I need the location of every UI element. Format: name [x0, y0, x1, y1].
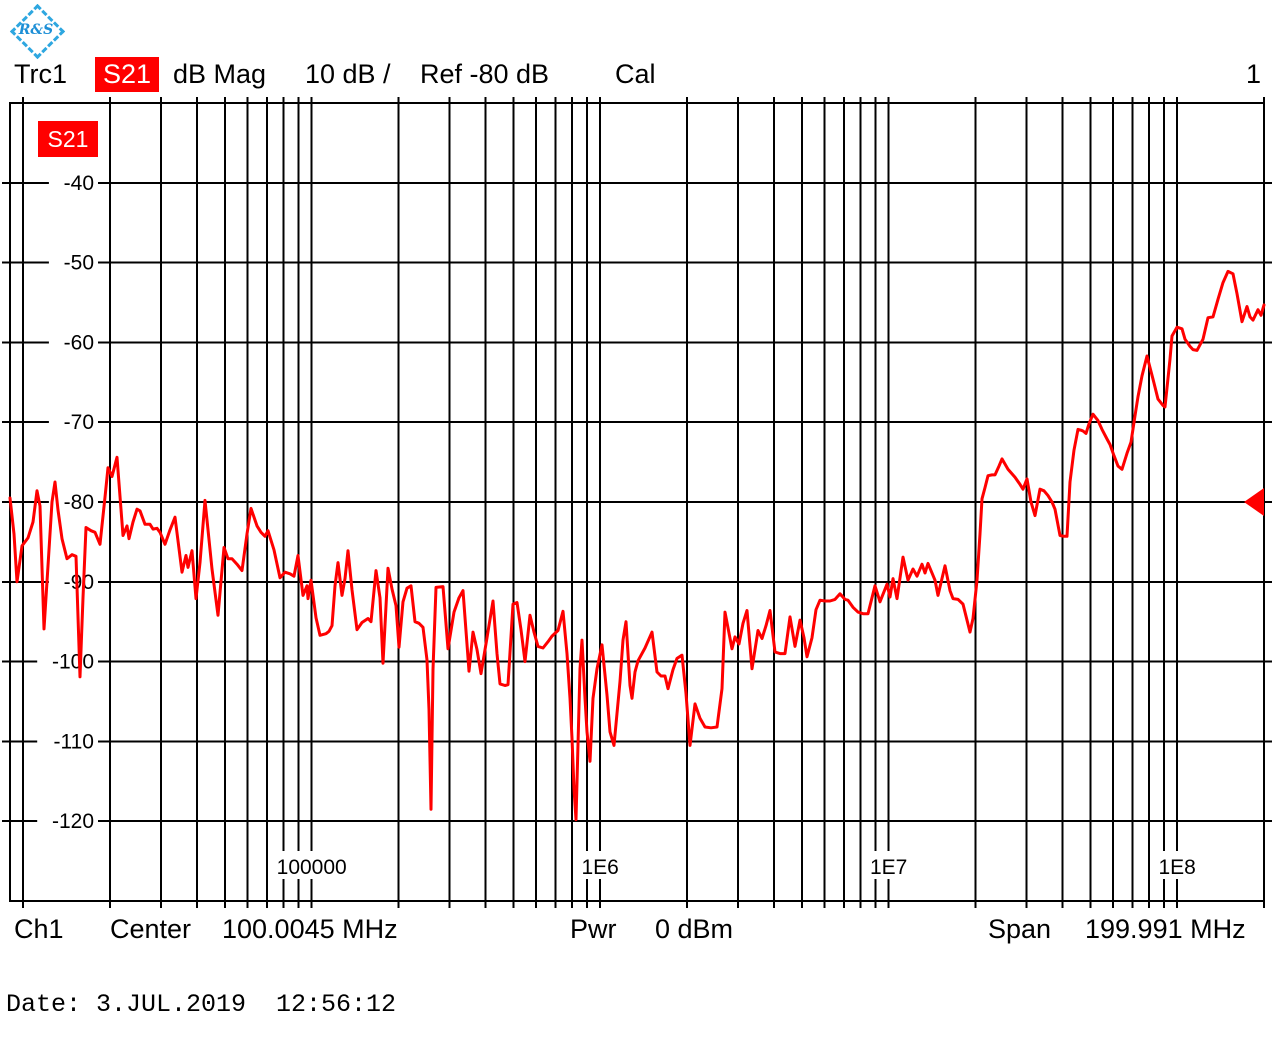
channel-label[interactable]: Ch1: [14, 914, 64, 944]
power-label[interactable]: Pwr: [570, 914, 617, 944]
span-value[interactable]: 199.991 MHz: [1085, 914, 1246, 944]
y-axis-tick-label: -80: [64, 491, 94, 514]
rs-logo-monogram: R&S: [18, 22, 54, 38]
rs-logo: R&S: [9, 3, 66, 60]
center-value[interactable]: 100.0045 MHz: [222, 914, 398, 944]
y-axis-tick-label: -100: [52, 651, 94, 674]
trace-scale-label[interactable]: 10 dB /: [305, 59, 391, 89]
y-axis-tick-label: -110: [54, 730, 94, 753]
s21-trace: [8, 269, 1266, 822]
ref-level-marker[interactable]: [1244, 488, 1264, 516]
date-time-label: Date: 3.JUL.2019 12:56:12: [6, 990, 397, 1019]
center-label[interactable]: Center: [110, 914, 192, 944]
trace-parameter-badge[interactable]: S21: [95, 57, 160, 92]
trace-cal-label: Cal: [615, 59, 656, 89]
y-axis-tick-label: -40: [64, 172, 94, 195]
y-axis-tick-label: -60: [64, 331, 94, 354]
x-axis-tick-label: 100000: [277, 856, 347, 879]
plot-trace-badge[interactable]: S21: [38, 121, 98, 157]
y-axis-tick-label: -120: [52, 810, 94, 833]
trace-format-label[interactable]: dB Mag: [173, 59, 267, 89]
trace-name-label[interactable]: Trc1: [14, 59, 67, 89]
y-axis-tick-label: -70: [64, 411, 94, 434]
window-number: 1: [1246, 59, 1262, 89]
axis-labels: -40 -50 -60 -70 -80 -90 -100 -110 -120 100000 1E6 1…: [37, 169, 1199, 879]
x-axis-tick-label: 1E6: [581, 856, 618, 879]
span-label[interactable]: Span: [988, 914, 1052, 944]
y-axis-tick-label: -90: [64, 571, 94, 594]
x-axis-tick-label: 1E8: [1158, 856, 1195, 879]
power-value[interactable]: 0 dBm: [655, 914, 734, 944]
y-axis-tick-label: -50: [64, 252, 94, 275]
grid: [2, 97, 1272, 908]
x-axis-tick-label: 1E7: [870, 856, 907, 879]
trace-ref-label[interactable]: Ref -80 dB: [420, 59, 550, 89]
